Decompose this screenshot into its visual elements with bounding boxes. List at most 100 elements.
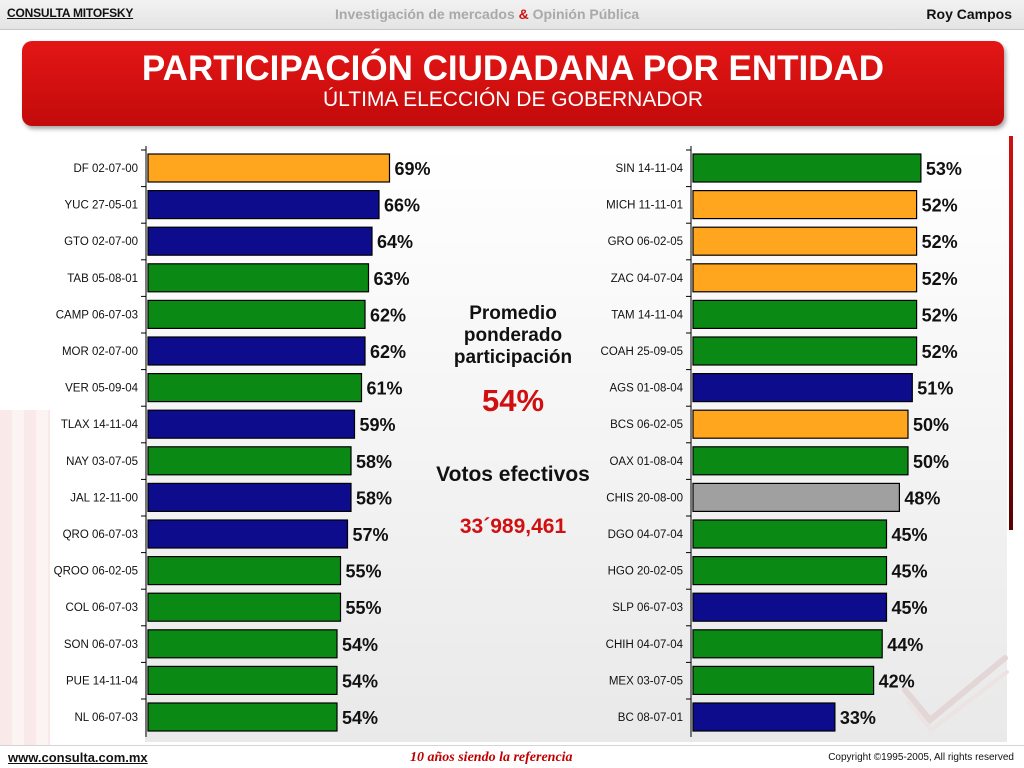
left-bar	[147, 665, 338, 696]
left-bar	[147, 299, 366, 329]
left-bar	[147, 336, 366, 366]
brand-logo-text: CONSULTA MITOFSKY	[7, 6, 134, 20]
average-participation-value: 54%	[481, 383, 545, 418]
right-category-label: GRO 06-02-05	[608, 236, 683, 248]
website-link[interactable]: www.consulta.com.mx	[8, 750, 148, 765]
left-bar	[147, 263, 370, 293]
right-bar	[692, 629, 883, 659]
right-category-label: MEX 03-07-05	[609, 675, 683, 687]
left-bar	[147, 189, 380, 220]
tagline-amp: &	[518, 6, 529, 22]
right-value-label: 52%	[922, 232, 958, 252]
left-bar	[147, 519, 349, 549]
left-bar	[147, 702, 338, 732]
left-category-label: JAL 12-11-00	[70, 492, 138, 504]
top-tagline: Investigación de mercados & Opinión Públ…	[335, 6, 639, 22]
right-bar	[692, 336, 918, 366]
left-category-label: COL 06-07-03	[66, 602, 138, 614]
left-category-label: NL 06-07-03	[74, 712, 138, 724]
right-value-label: 50%	[913, 452, 949, 472]
left-category-label: CAMP 06-07-03	[56, 309, 138, 321]
checkmark-watermark-icon	[902, 655, 1009, 733]
left-category-label: DF 02-07-00	[73, 163, 138, 175]
right-category-label: SLP 06-07-03	[612, 602, 683, 614]
author-name: Roy Campos	[926, 6, 1012, 22]
right-bar	[692, 189, 918, 220]
effective-votes-label: Votos efectivos	[436, 463, 590, 486]
left-value-label: 54%	[342, 671, 378, 691]
right-bar	[692, 263, 918, 293]
left-category-label: VER 05-09-04	[65, 383, 138, 395]
left-value-label: 64%	[377, 232, 413, 252]
left-bar	[147, 373, 363, 403]
chart-left: DF 02-07-00 69% YUC 27-05-01 66% GTO 02-07-0…	[54, 146, 431, 737]
right-category-label: TAM 14-11-04	[611, 309, 683, 321]
left-bar	[147, 592, 342, 622]
left-bar	[147, 153, 391, 183]
left-bar	[147, 226, 373, 256]
copyright-notice: Copyright ©1995-2005, All rights reserve…	[828, 752, 1014, 763]
footer-slogan: 10 años siendo la referencia	[410, 750, 573, 765]
left-value-label: 58%	[356, 452, 392, 472]
right-value-label: 44%	[887, 635, 923, 655]
left-category-label: MOR 02-07-00	[62, 346, 138, 358]
right-category-label: ZAC 04-07-04	[611, 273, 684, 285]
right-bar	[692, 702, 836, 732]
right-bar	[692, 409, 909, 439]
right-bar	[692, 373, 913, 403]
left-value-label: 62%	[370, 305, 406, 325]
left-category-label: NAY 03-07-05	[66, 456, 138, 468]
right-value-label: 45%	[892, 598, 928, 618]
right-bar	[692, 519, 888, 549]
right-value-label: 52%	[922, 269, 958, 289]
right-category-label: DGO 04-07-04	[608, 529, 684, 541]
average-participation-label: Promedio ponderado participación	[453, 303, 573, 368]
left-category-label: YUC 27-05-01	[64, 200, 138, 212]
right-bar	[692, 665, 875, 696]
left-category-label: QRO 06-07-03	[63, 529, 138, 541]
left-category-label: PUE 14-11-04	[66, 675, 139, 687]
left-bar	[147, 629, 338, 659]
right-value-label: 52%	[922, 305, 958, 325]
right-category-label: AGS 01-08-04	[609, 383, 683, 395]
left-category-label: SON 06-07-03	[64, 639, 138, 651]
right-category-label: BCS 06-02-05	[610, 419, 683, 431]
right-category-label: OAX 01-08-04	[609, 456, 683, 468]
right-value-label: 53%	[926, 159, 962, 179]
left-bar	[147, 446, 352, 476]
chart-right: SIN 14-11-04 53% MICH 11-11-01 52% GRO 06-02…	[601, 146, 962, 737]
right-bar	[692, 592, 888, 622]
title-banner: PARTICIPACIÓN CIUDADANA POR ENTIDAD ÚLTI…	[22, 41, 1004, 126]
left-bar	[147, 409, 356, 439]
left-value-label: 54%	[342, 635, 378, 655]
left-value-label: 69%	[395, 159, 431, 179]
left-value-label: 54%	[342, 708, 378, 728]
right-bar	[692, 299, 918, 329]
right-category-label: MICH 11-11-01	[606, 200, 683, 212]
background-decoration	[0, 410, 50, 750]
left-category-label: TAB 05-08-01	[67, 273, 138, 285]
right-value-label: 50%	[913, 415, 949, 435]
right-value-label: 42%	[879, 671, 915, 691]
left-value-label: 61%	[367, 379, 403, 399]
right-category-label: CHIH 04-07-04	[606, 639, 684, 651]
top-bar: CONSULTA MITOFSKY Investigación de merca…	[0, 0, 1024, 30]
right-bar	[692, 226, 918, 256]
footer: www.consulta.com.mx 10 años siendo la re…	[0, 745, 1024, 768]
tagline-right: Opinión Pública	[532, 6, 640, 22]
right-bar	[692, 153, 922, 183]
left-value-label: 55%	[346, 598, 382, 618]
page-title: PARTICIPACIÓN CIUDADANA POR ENTIDAD	[141, 49, 885, 88]
right-value-label: 51%	[917, 379, 953, 399]
left-value-label: 55%	[346, 562, 382, 582]
left-category-label: GTO 02-07-00	[64, 236, 138, 248]
right-bar	[692, 482, 900, 512]
left-category-label: QROO 06-02-05	[54, 566, 138, 578]
left-value-label: 57%	[353, 525, 389, 545]
left-value-label: 63%	[374, 269, 410, 289]
right-category-label: COAH 25-09-05	[601, 346, 683, 358]
right-category-label: CHIS 20-08-00	[606, 492, 683, 504]
left-value-label: 62%	[370, 342, 406, 362]
page-subtitle: ÚLTIMA ELECCIÓN DE GOBERNADOR	[322, 88, 703, 111]
right-category-label: SIN 14-11-04	[615, 163, 683, 175]
